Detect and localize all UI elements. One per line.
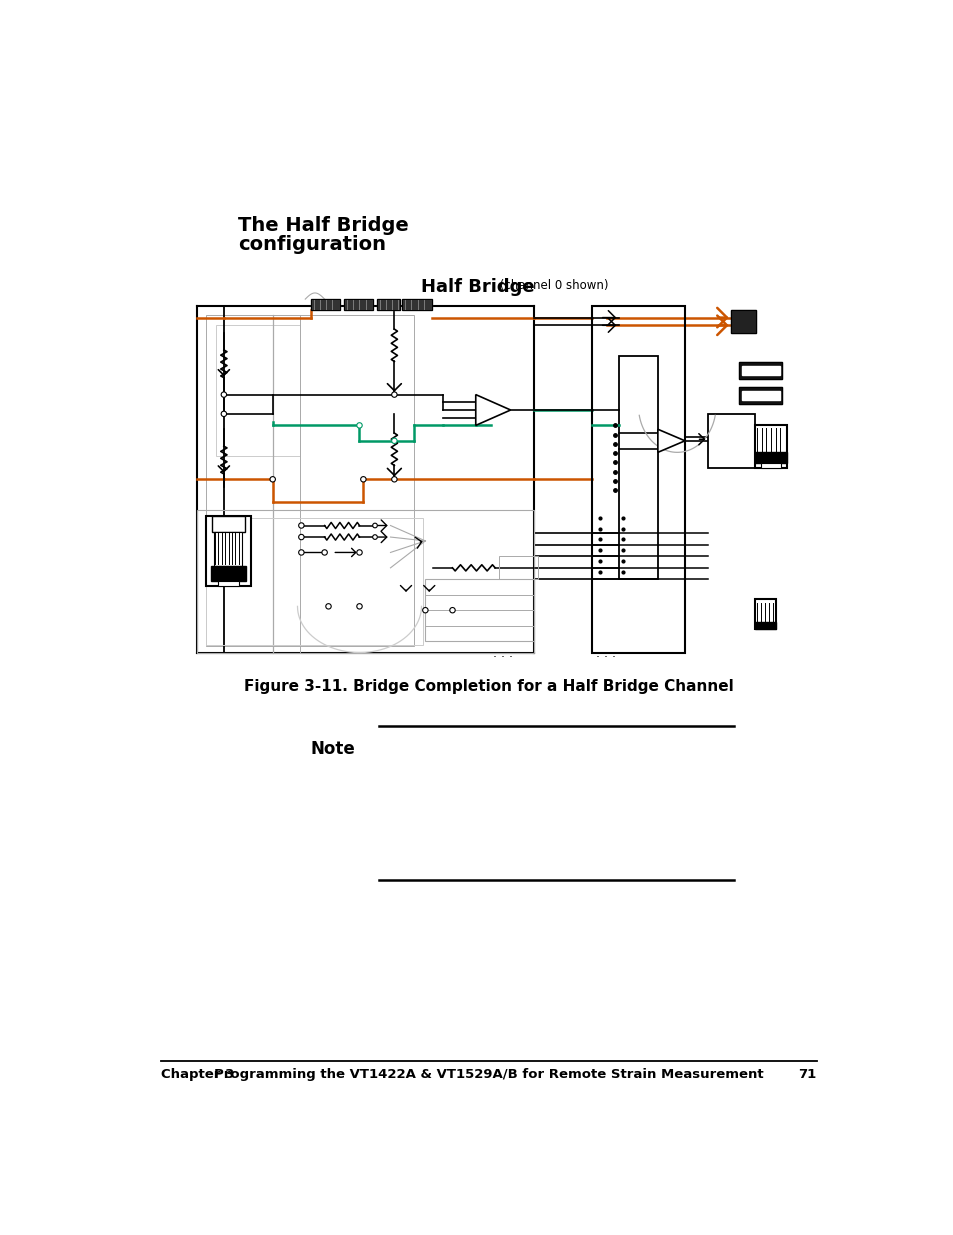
Circle shape bbox=[449, 608, 455, 613]
Text: 71: 71 bbox=[798, 1068, 816, 1082]
Circle shape bbox=[298, 522, 304, 529]
Bar bbox=[498, 556, 537, 579]
Circle shape bbox=[221, 411, 227, 416]
Bar bbox=[739, 362, 781, 379]
Bar bbox=[376, 299, 399, 310]
Bar bbox=[739, 387, 781, 404]
Bar bbox=[213, 531, 241, 567]
Circle shape bbox=[270, 477, 275, 482]
Circle shape bbox=[298, 550, 304, 556]
Bar bbox=[740, 390, 779, 400]
Bar bbox=[754, 621, 776, 629]
Circle shape bbox=[392, 438, 396, 443]
Text: . . .: . . . bbox=[493, 647, 513, 661]
Bar bbox=[344, 299, 373, 310]
Bar bbox=[592, 306, 684, 652]
Bar bbox=[311, 299, 340, 310]
Circle shape bbox=[356, 422, 362, 429]
Text: (channel 0 shown): (channel 0 shown) bbox=[496, 279, 608, 293]
Text: . . .: . . . bbox=[596, 647, 616, 661]
Bar bbox=[217, 580, 239, 585]
Text: Programming the VT1422A & VT1529A/B for Remote Strain Measurement: Programming the VT1422A & VT1529A/B for … bbox=[213, 1068, 763, 1082]
Bar bbox=[206, 517, 422, 645]
Text: Half Bridge: Half Bridge bbox=[421, 278, 535, 295]
Bar bbox=[618, 356, 658, 579]
Polygon shape bbox=[658, 430, 684, 452]
Circle shape bbox=[373, 524, 377, 527]
Bar bbox=[731, 310, 756, 333]
Bar bbox=[731, 310, 756, 333]
Bar bbox=[206, 315, 414, 646]
Circle shape bbox=[422, 608, 428, 613]
Bar bbox=[707, 414, 754, 468]
Bar bbox=[206, 516, 251, 585]
Text: The Half Bridge: The Half Bridge bbox=[237, 216, 408, 235]
Bar bbox=[754, 425, 786, 468]
Text: Figure 3-11. Bridge Completion for a Half Bridge Channel: Figure 3-11. Bridge Completion for a Hal… bbox=[244, 679, 733, 694]
Circle shape bbox=[298, 535, 304, 540]
Bar bbox=[739, 387, 781, 404]
Circle shape bbox=[325, 604, 331, 609]
Circle shape bbox=[392, 477, 396, 482]
Circle shape bbox=[321, 550, 327, 556]
Bar bbox=[196, 510, 534, 652]
Circle shape bbox=[356, 550, 362, 556]
Bar bbox=[376, 299, 399, 310]
Bar bbox=[739, 362, 781, 379]
Text: configuration: configuration bbox=[237, 235, 385, 254]
Circle shape bbox=[373, 535, 377, 540]
Bar bbox=[344, 299, 373, 310]
Bar bbox=[402, 299, 431, 310]
Text: Note: Note bbox=[311, 740, 355, 757]
Text: Chapter 3: Chapter 3 bbox=[161, 1068, 234, 1082]
Bar bbox=[425, 579, 534, 641]
Bar bbox=[754, 452, 786, 463]
Bar bbox=[211, 566, 246, 580]
Bar bbox=[740, 366, 779, 375]
Bar bbox=[216, 325, 299, 456]
Bar bbox=[402, 299, 431, 310]
Circle shape bbox=[360, 477, 366, 482]
Bar bbox=[212, 516, 245, 531]
Circle shape bbox=[392, 391, 396, 398]
Bar bbox=[760, 463, 781, 468]
Circle shape bbox=[221, 391, 227, 398]
Bar bbox=[311, 299, 340, 310]
Polygon shape bbox=[476, 395, 510, 425]
Circle shape bbox=[356, 604, 362, 609]
Bar bbox=[754, 599, 776, 629]
